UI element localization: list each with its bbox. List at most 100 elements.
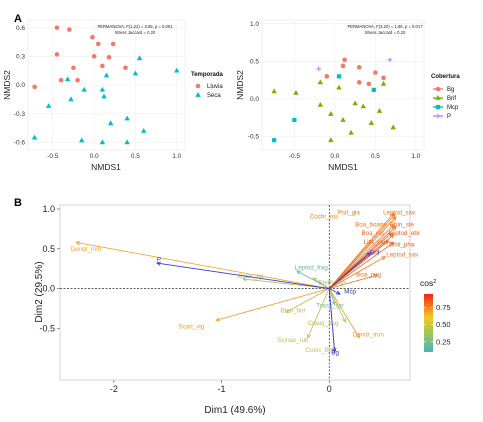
data-point	[101, 93, 107, 99]
data-point	[78, 137, 85, 143]
data-point	[174, 67, 180, 73]
data-point	[75, 77, 80, 83]
data-point	[271, 88, 277, 94]
x-tick-label: 0.0	[330, 153, 339, 160]
supplementary-arrow	[328, 288, 337, 354]
variable-arrow	[329, 256, 387, 289]
data-point	[356, 65, 362, 70]
plot-frame	[261, 19, 425, 151]
legend-swatch	[435, 95, 441, 100]
legend-title: Temporada	[191, 72, 224, 78]
data-point	[58, 77, 64, 83]
data-points	[271, 57, 396, 143]
colorbar	[424, 294, 433, 352]
variable-arrow	[328, 241, 395, 289]
tick-labels: -0.5 0.0 0.5 1.0 -0.6 -0.3 0.0 0.3 0.6	[14, 25, 182, 160]
y-axis-title: NMDS2	[2, 70, 12, 100]
tick-labels: -2 -1 0 -0.5 0.0 0.5 1.0	[39, 204, 331, 394]
nmds-temporada-plot: -0.5 0.0 0.5 1.0 -0.6 -0.3 0.0 0.3 0.6 PERMANOVA…	[2, 19, 224, 172]
variable-label: Rhin_ste	[390, 221, 415, 228]
variable-label: Scinax_rub	[278, 337, 310, 344]
legend: Temporada Lluvia Seca	[191, 72, 224, 99]
data-point	[324, 74, 330, 79]
x-axis-title: NMDS1	[328, 162, 358, 172]
supplementary-arrow	[155, 261, 330, 289]
variable-arrow	[75, 240, 330, 289]
y-tick-label: 0.0	[250, 96, 259, 103]
data-point	[132, 70, 139, 76]
data-point	[336, 74, 342, 79]
tick-labels: -0.5 0.0 0.5 1.0 -0.5 0.0 0.5 1.0	[248, 21, 421, 160]
data-point	[356, 80, 362, 85]
data-point	[368, 120, 375, 125]
data-point	[124, 115, 130, 121]
data-point	[340, 117, 346, 122]
legend-label: Bg	[447, 87, 454, 93]
legend-swatch	[435, 104, 441, 110]
data-point	[54, 52, 60, 57]
data-point	[366, 81, 372, 87]
legend-label: Mcp	[447, 105, 459, 111]
annotation-line-1: PERMANOVA, F(3,20) = 1.66, p = 0.017	[347, 24, 423, 29]
variable-arrow	[328, 288, 346, 323]
data-point	[81, 86, 87, 92]
panel-label-b: B	[14, 197, 22, 209]
data-point	[123, 65, 128, 71]
x-tick-label: -2	[110, 384, 118, 394]
y-tick-label: -0.5	[39, 323, 55, 333]
data-point	[293, 89, 299, 95]
variable-arrow	[328, 288, 360, 339]
variable-label: Craug_aug	[308, 320, 339, 327]
data-point	[64, 76, 71, 82]
x-tick-label: -1	[218, 384, 226, 394]
colorbar-title: cos2	[420, 278, 436, 288]
data-point	[71, 65, 76, 71]
y-tick-label: -0.6	[14, 140, 26, 147]
data-point	[328, 110, 334, 116]
plot-frame	[59, 204, 411, 381]
variable-label: Scart_vig	[178, 323, 204, 330]
y-tick-label: -0.5	[248, 134, 260, 141]
x-tick-label: 0.0	[90, 153, 99, 160]
variable-label: Cochr_ros	[310, 214, 339, 221]
colorbar-tick-label: 0.25	[436, 337, 451, 346]
data-point	[340, 63, 346, 69]
annotation-line-1: PERMANOVA, F(1,22) = 3.59, p = 0.001	[97, 24, 173, 29]
variable-label: Trach_typ	[316, 303, 344, 310]
variable-arrow	[296, 270, 330, 289]
data-point	[91, 54, 97, 59]
colorbar-tick-label: 0.50	[436, 320, 451, 329]
supplementary-label: Mcp	[344, 288, 356, 295]
legend-swatch	[195, 83, 201, 89]
x-tick-label: 1.0	[172, 153, 181, 160]
y-tick-label: 1.0	[42, 204, 55, 214]
y-tick-label: 0.0	[16, 82, 25, 89]
data-point	[381, 75, 386, 81]
data-point	[336, 84, 342, 90]
data-point	[317, 79, 324, 85]
x-tick-label: 1.0	[411, 153, 420, 160]
data-point	[371, 87, 376, 92]
variable-arrow	[312, 277, 330, 289]
variable-arrow	[328, 213, 396, 289]
x-tick-label: 0.5	[371, 153, 380, 160]
x-tick-label: 0.5	[131, 153, 140, 160]
variable-label: Eryth_hos	[318, 280, 346, 287]
data-point	[292, 117, 297, 123]
data-point	[390, 124, 396, 130]
data-point	[328, 137, 334, 143]
grid	[28, 20, 185, 150]
data-point	[100, 63, 105, 69]
data-point	[387, 57, 393, 63]
variable-label: Dendr_min	[71, 246, 102, 253]
y-tick-label: 1.0	[250, 21, 259, 28]
supplementary-label: Bg	[331, 350, 339, 357]
variable-label: Leptod_sav	[383, 210, 416, 217]
data-point	[67, 27, 72, 32]
y-tick-label: 0.3	[16, 54, 25, 61]
legend-swatch	[435, 86, 441, 92]
data-point	[45, 103, 52, 108]
variable-arrow	[215, 288, 330, 322]
data-point	[32, 84, 37, 90]
